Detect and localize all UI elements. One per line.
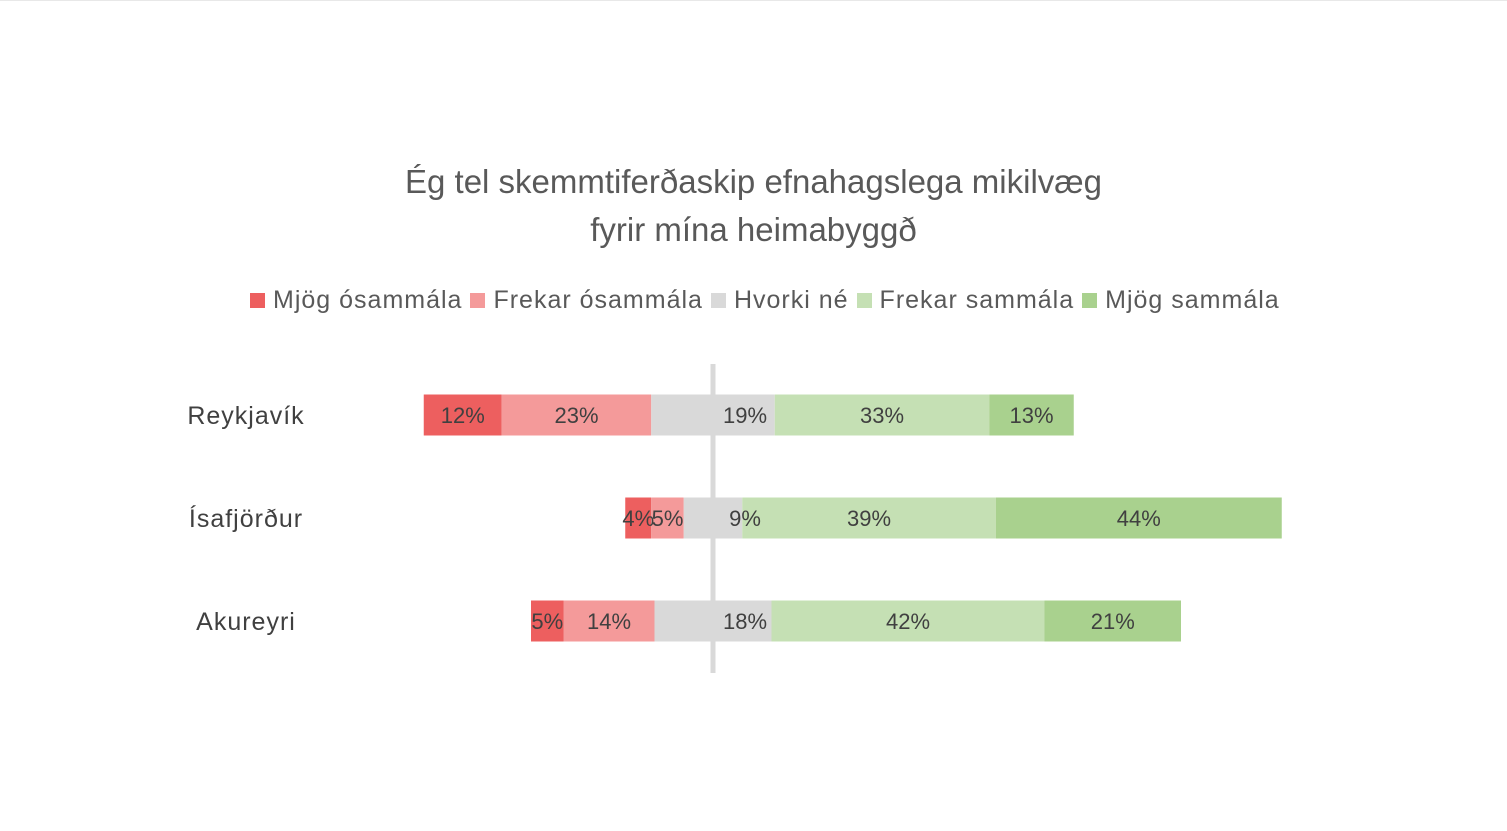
data-label: 19% <box>723 403 767 428</box>
legend-swatch <box>470 292 486 308</box>
data-label: 14% <box>587 609 631 634</box>
legend: Mjög ósammála Frekar ósammála Hvorki né … <box>250 284 1288 316</box>
bar-segment <box>531 600 564 642</box>
bar-segment <box>651 497 684 539</box>
bar-segment <box>771 600 1045 642</box>
data-label: 39% <box>847 506 891 531</box>
legend-item-hvorki-ne: Hvorki né <box>710 285 849 315</box>
chart-title-line-2: fyrir mína heimabyggð <box>590 211 917 248</box>
legend-item-frekar-osammala: Frekar ósammála <box>470 286 703 315</box>
data-label: 33% <box>860 403 904 428</box>
top-border <box>0 0 1507 1</box>
legend-label: Hvorki né <box>733 285 849 314</box>
data-label: 23% <box>554 403 598 428</box>
legend-item-mjog-sammala: Mjög sammála <box>1082 286 1280 315</box>
bar-segment <box>1044 600 1181 642</box>
bar-segment <box>774 394 990 436</box>
category-label: Ísafjörður <box>189 504 303 533</box>
category-label: Reykjavík <box>187 402 304 430</box>
legend-label: Frekar ósammála <box>493 285 703 314</box>
bar-segment <box>625 497 652 539</box>
data-label: 21% <box>1091 609 1135 634</box>
legend-label: Mjög ósammála <box>273 285 463 314</box>
bar-segment <box>995 497 1282 539</box>
chart-title: Ég tel skemmtiferðaskip efnahagslega mik… <box>0 158 1507 254</box>
data-label: 12% <box>441 403 485 428</box>
legend-swatch <box>710 292 726 308</box>
chart-title-line-1: Ég tel skemmtiferðaskip efnahagslega mik… <box>405 163 1102 200</box>
bar-segment <box>563 600 655 642</box>
legend-label: Mjög sammála <box>1105 285 1280 314</box>
bar-segment <box>989 394 1074 436</box>
data-label: 4% <box>622 506 654 531</box>
data-label: 44% <box>1117 506 1161 531</box>
bar-segment <box>742 497 996 539</box>
legend-item-mjog-osammala: Mjög ósammála <box>250 286 462 315</box>
bar-segment <box>501 394 652 436</box>
data-label: 13% <box>1009 403 1053 428</box>
legend-item-frekar-sammala: Frekar sammála <box>856 285 1075 315</box>
data-label: 5% <box>531 609 563 634</box>
data-label: 18% <box>723 609 767 634</box>
legend-swatch <box>250 292 265 308</box>
data-label: 9% <box>729 506 761 531</box>
legend-label: Frekar sammála <box>879 285 1075 314</box>
legend-swatch <box>856 292 872 308</box>
data-label: 42% <box>886 609 930 634</box>
legend-swatch <box>1082 292 1098 308</box>
data-label: 5% <box>652 506 684 531</box>
bar-segment <box>423 394 502 436</box>
category-label: Akureyri <box>196 608 296 636</box>
